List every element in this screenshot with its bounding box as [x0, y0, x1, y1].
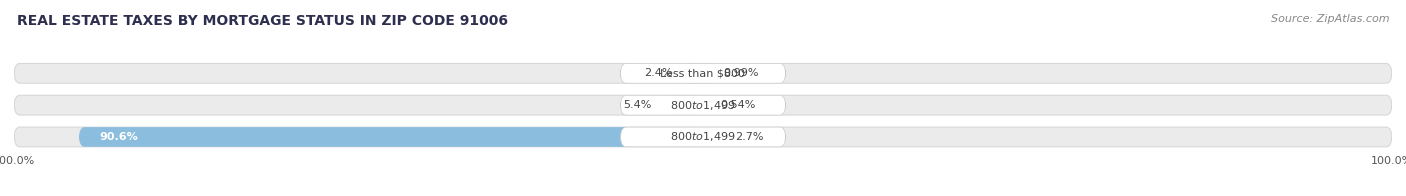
Text: $800 to $1,499: $800 to $1,499 [671, 131, 735, 143]
FancyBboxPatch shape [702, 95, 709, 115]
FancyBboxPatch shape [703, 64, 710, 83]
FancyBboxPatch shape [14, 64, 1392, 83]
Text: REAL ESTATE TAXES BY MORTGAGE STATUS IN ZIP CODE 91006: REAL ESTATE TAXES BY MORTGAGE STATUS IN … [17, 14, 508, 28]
Text: Less than $800: Less than $800 [661, 68, 745, 78]
Text: 0.99%: 0.99% [724, 68, 759, 78]
FancyBboxPatch shape [686, 64, 703, 83]
FancyBboxPatch shape [620, 64, 786, 83]
FancyBboxPatch shape [14, 95, 1392, 115]
FancyBboxPatch shape [14, 127, 1392, 147]
Text: $800 to $1,499: $800 to $1,499 [671, 99, 735, 112]
FancyBboxPatch shape [620, 127, 786, 147]
Text: 90.6%: 90.6% [100, 132, 138, 142]
Text: 0.54%: 0.54% [720, 100, 756, 110]
FancyBboxPatch shape [703, 127, 721, 147]
Text: 2.4%: 2.4% [644, 68, 672, 78]
FancyBboxPatch shape [666, 95, 703, 115]
Text: 2.7%: 2.7% [735, 132, 763, 142]
Text: 5.4%: 5.4% [624, 100, 652, 110]
FancyBboxPatch shape [620, 95, 786, 115]
Text: Source: ZipAtlas.com: Source: ZipAtlas.com [1271, 14, 1389, 24]
FancyBboxPatch shape [79, 127, 703, 147]
